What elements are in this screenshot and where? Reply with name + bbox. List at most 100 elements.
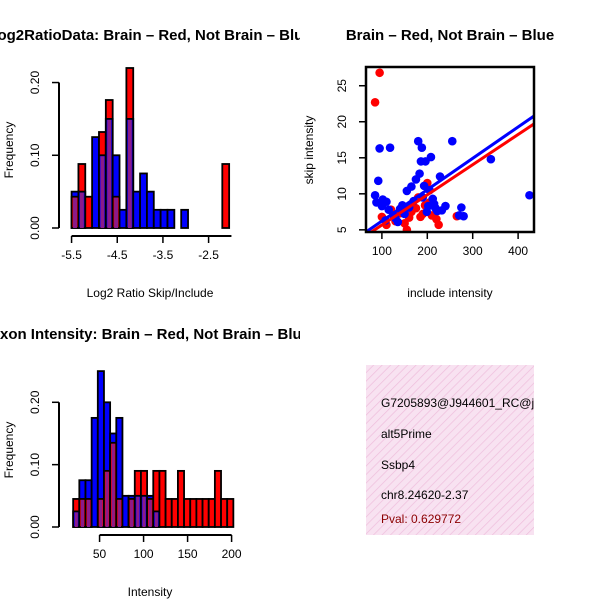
exon-intensity-x-tick-label: 200	[222, 547, 242, 561]
scatter-point-not-brain	[413, 136, 423, 146]
scatter-x-tick-label: 400	[508, 244, 528, 258]
fit-line-not-brain	[366, 114, 534, 232]
p-value: Pval: 0.629772	[381, 512, 461, 526]
log2-ratio-axes: -5.5 -4.5 -3.5 -2.5 0.00 0.10 0.20	[28, 71, 232, 262]
scatter-point-brain	[400, 219, 409, 228]
log2-ratio-bar-not-brain	[146, 190, 155, 229]
scatter-point-not-brain	[375, 144, 384, 153]
exon-intensity-x-tick-label: 150	[178, 547, 198, 561]
exon-intensity-bar-overlap	[74, 512, 78, 527]
scatter-point-not-brain	[459, 211, 468, 221]
exon-intensity-bar-overlap	[148, 499, 152, 527]
scatter-point-not-brain	[447, 136, 457, 146]
exon-intensity-bar-brain	[164, 498, 173, 528]
exon-intensity-bar-brain	[183, 498, 192, 528]
exon-intensity-bar-brain	[201, 498, 210, 528]
log2-ratio-bar-overlap	[127, 119, 132, 228]
scatter-point-not-brain	[441, 201, 450, 211]
exon-intensity-bar-overlap	[105, 471, 109, 527]
scatter-point-brain	[411, 203, 421, 213]
exon-intensity-y-tick-label: 0.10	[28, 453, 42, 477]
scatter-point-not-brain	[373, 176, 383, 186]
scatter-point-brain	[370, 98, 380, 107]
exon-intensity-bar-overlap	[130, 499, 134, 527]
log2-ratio-x-tick-label: -4.5	[107, 248, 128, 262]
scatter-point-brain	[402, 225, 412, 232]
exon-intensity-bar-brain	[177, 469, 185, 528]
exon-intensity-histogram: Exon Intensity: Brain – Red, Not Brain –…	[0, 326, 310, 599]
scatter-point-not-brain	[385, 143, 395, 152]
scatter-point-not-brain	[415, 169, 424, 178]
log2-ratio-y-tick-label: 0.10	[28, 143, 42, 167]
exon-intensity-bar-not-brain	[121, 494, 130, 528]
exon-intensity-bar-overlap	[99, 499, 103, 527]
exon-intensity-axes: 50 100 150 200 0.00 0.10 0.20	[28, 390, 242, 561]
scatter-y-tick-label: 20	[335, 115, 349, 129]
exon-intensity-bar-overlap	[154, 512, 158, 527]
exon-intensity-y-tick-label: 0.00	[28, 515, 42, 539]
log2-ratio-bars	[70, 67, 231, 229]
log2-ratio-x-tick-label: -2.5	[198, 248, 219, 262]
scatter-axes: 100 200 300 400 5 10 15 20 25	[335, 65, 536, 258]
exon-intensity-bar-not-brain	[90, 416, 99, 528]
exon-intensity-bar-overlap	[111, 443, 115, 527]
scatter-xlabel: include intensity	[407, 286, 492, 300]
exon-intensity-bar-brain	[189, 498, 198, 528]
log2-ratio-x-tick-label: -5.5	[61, 248, 82, 262]
exon-intensity-title: Exon Intensity: Brain – Red, Not Brain –…	[0, 326, 310, 343]
log2-ratio-bar-brain	[84, 195, 94, 229]
scatter-point-not-brain	[426, 152, 436, 162]
scatter-y-tick-label: 5	[335, 226, 349, 233]
log2-ratio-bar-overlap	[73, 197, 77, 228]
log2-ratio-bar-not-brain	[159, 208, 169, 229]
info-background	[366, 365, 534, 535]
scatter-ylabel: skip intensity	[302, 116, 316, 185]
scatter-title: Brain – Red, Not Brain – Blue	[346, 27, 554, 44]
scatter-point-not-brain	[407, 182, 416, 191]
scatter-point-brain	[434, 220, 443, 230]
log2-ratio-bar-overlap	[79, 192, 84, 228]
scatter-point-not-brain	[525, 190, 534, 200]
exon-intensity-bar-overlap	[86, 499, 91, 527]
exon-intensity-bar-overlap	[142, 496, 146, 527]
log2-ratio-bar-not-brain	[118, 208, 128, 229]
exon-intensity-bar-brain	[213, 469, 222, 528]
exon-intensity-bar-brain	[220, 498, 229, 528]
exon-intensity-x-tick-label: 50	[93, 547, 107, 561]
scatter-points	[366, 68, 534, 232]
log2-ratio-bar-not-brain	[132, 190, 141, 229]
intensity-scatter: Brain – Red, Not Brain – Blue 100 200 300 4…	[302, 27, 554, 300]
scatter-y-tick-label: 10	[335, 187, 349, 201]
scatter-point-not-brain	[393, 217, 403, 227]
log2-ratio-bar-brain	[221, 163, 231, 229]
log2-ratio-bar-not-brain	[139, 172, 148, 229]
scatter-x-tick-label: 300	[463, 244, 483, 258]
gene-name: Ssbp4	[381, 458, 415, 472]
scatter-x-tick-label: 100	[372, 244, 392, 258]
exon-intensity-y-tick-label: 0.20	[28, 390, 42, 414]
scatter-frame	[364, 65, 536, 234]
exon-intensity-ylabel: Frequency	[2, 422, 16, 479]
event-type: alt5Prime	[381, 427, 432, 441]
scatter-point-brain	[375, 68, 384, 78]
exon-intensity-bar-overlap	[80, 499, 84, 527]
scatter-y-tick-label: 15	[335, 151, 349, 165]
log2-ratio-bar-overlap	[107, 119, 112, 228]
exon-intensity-bar-brain	[158, 469, 167, 528]
log2-ratio-ylabel: Frequency	[2, 122, 16, 179]
exon-intensity-bars	[72, 370, 235, 528]
info-panel: G7205893@J944601_RC@j_at alt5Prime Ssbp4…	[366, 365, 534, 535]
exon-intensity-bar-brain	[170, 498, 179, 528]
scatter-y-tick-label: 25	[335, 79, 349, 93]
scatter-point-not-brain	[417, 143, 427, 152]
log2-ratio-title: Log2RatioData: Brain – Red, Not Brain – …	[0, 27, 312, 44]
log2-ratio-xlabel: Log2 Ratio Skip/Include	[87, 286, 214, 300]
log2-ratio-bar-not-brain	[166, 208, 176, 229]
log2-ratio-bar-not-brain	[180, 208, 189, 229]
log2-ratio-y-tick-label: 0.00	[28, 216, 42, 240]
log2-ratio-bar-overlap	[114, 197, 119, 228]
exon-intensity-x-tick-label: 100	[134, 547, 154, 561]
exon-intensity-bar-overlap	[136, 496, 140, 527]
fit-line-brain	[368, 122, 534, 232]
